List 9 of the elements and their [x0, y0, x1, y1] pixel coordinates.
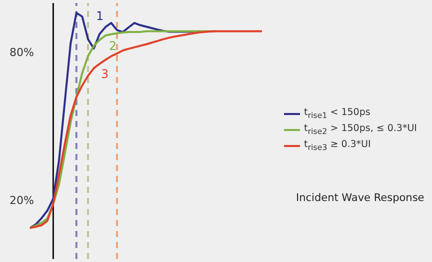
y-tick-label: 80%: [10, 46, 34, 60]
annotation: 3: [101, 67, 109, 81]
y-tick-label: 20%: [10, 194, 34, 207]
text: Incident Wave Response: [296, 192, 424, 204]
annotation: 1: [96, 9, 104, 23]
legend-label: t$_{rise1}$ < 150ps: [304, 106, 370, 122]
legend-label: t$_{rise3}$ ≥ 0.3*UI: [304, 138, 371, 154]
annotation: 2: [109, 39, 117, 53]
legend-label: t$_{rise2}$ > 150ps, ≤ 0.3*UI: [304, 122, 417, 138]
